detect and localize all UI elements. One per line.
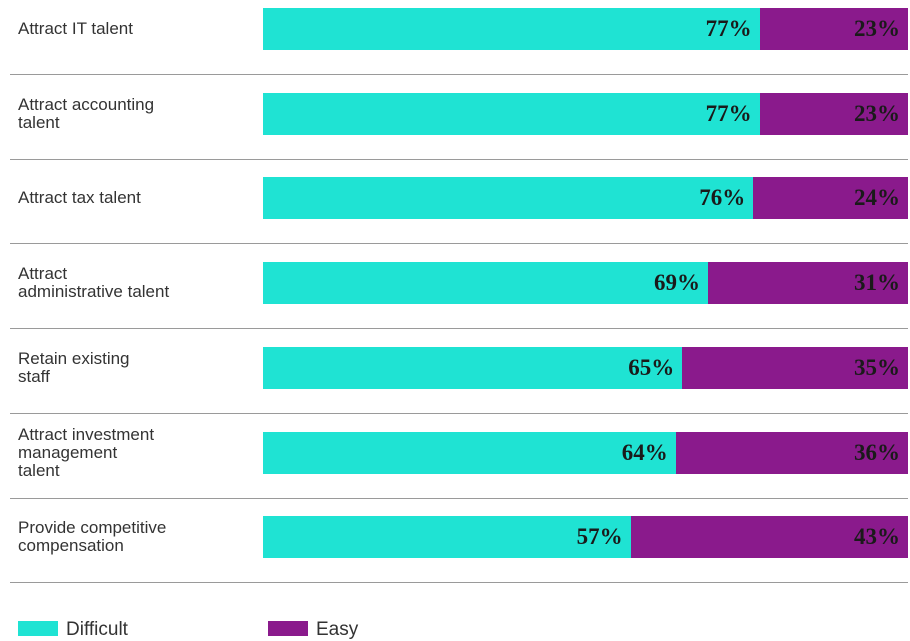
bar-segment: 65%	[263, 346, 683, 389]
bar-segment: 36%	[675, 431, 908, 474]
value-label: 64%	[621, 439, 668, 465]
separator	[10, 243, 908, 245]
bar: 69% 31%	[263, 262, 908, 305]
bar-segment: 77%	[263, 8, 760, 50]
category-label: Attract investment management talent	[18, 424, 155, 480]
value-label: 36%	[853, 439, 900, 465]
bar-segment: 43%	[630, 516, 908, 559]
bar-segment: 35%	[682, 346, 908, 389]
bar-segment: 77%	[263, 92, 760, 135]
value-label: 35%	[854, 354, 900, 380]
separator	[10, 158, 908, 160]
legend-swatch	[18, 621, 58, 636]
bar: 76% 24%	[263, 177, 908, 220]
legend-label: Easy	[316, 619, 359, 640]
bar: 64% 36%	[263, 431, 908, 474]
value-label: 77%	[705, 16, 752, 41]
value-label: 31%	[853, 270, 900, 296]
separator	[10, 497, 908, 499]
value-label: 23%	[853, 16, 900, 41]
bar-segment: 69%	[263, 262, 709, 305]
separator	[10, 412, 908, 414]
bar-segment: 64%	[263, 431, 676, 474]
category-label: Provide competitive compensation	[18, 518, 167, 556]
legend-label: Difficult	[66, 619, 128, 640]
separator	[10, 582, 908, 584]
category-label: Attract administrative talent	[18, 264, 170, 302]
bar-segment: 31%	[708, 262, 908, 305]
value-label: 69%	[654, 270, 701, 296]
value-label: 65%	[628, 354, 675, 380]
bar-segment: 23%	[759, 8, 908, 50]
bar: 77% 23%	[263, 8, 908, 50]
bar-segment: 24%	[753, 177, 908, 220]
bar-segment: 23%	[759, 92, 908, 135]
value-label: 23%	[853, 100, 900, 126]
bar-segment: 57%	[263, 516, 631, 559]
bar: 77% 23%	[263, 92, 908, 135]
separator	[10, 74, 908, 75]
value-label: 77%	[705, 100, 752, 126]
separator	[10, 328, 908, 330]
value-label: 57%	[576, 524, 623, 550]
value-label: 43%	[853, 524, 900, 550]
bar: 57% 43%	[263, 516, 908, 559]
category-label: Attract IT talent	[18, 19, 133, 38]
value-label: 76%	[699, 185, 746, 211]
bar-segment: 76%	[263, 177, 754, 220]
value-label: 24%	[853, 185, 900, 211]
category-label: Retain existing staff	[18, 348, 130, 386]
category-label: Attract tax talent	[18, 188, 141, 208]
legend-swatch	[268, 621, 308, 636]
category-label: Attract accounting talent	[18, 94, 155, 132]
bar: 65% 35%	[263, 346, 908, 389]
